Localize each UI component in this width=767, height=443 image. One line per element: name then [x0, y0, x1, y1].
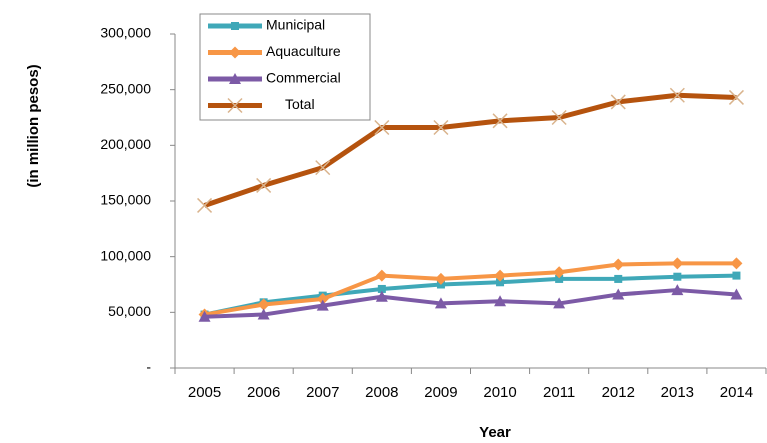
y-tick-label: 150,000 — [100, 192, 151, 208]
marker — [728, 89, 744, 105]
marker — [730, 288, 743, 300]
x-tick-label: 2011 — [543, 384, 575, 401]
marker — [730, 257, 743, 270]
marker — [433, 119, 449, 136]
marker — [229, 46, 241, 59]
series-line — [204, 288, 737, 319]
marker — [551, 109, 567, 126]
marker — [612, 288, 625, 300]
legend-label: Municipal — [266, 17, 325, 33]
marker — [496, 278, 505, 287]
y-tick-label: 200,000 — [100, 136, 151, 152]
x-tick-label: 2009 — [424, 384, 457, 401]
x-tick-label: 2014 — [720, 384, 753, 401]
marker — [494, 295, 507, 307]
marker — [256, 177, 272, 193]
legend-box — [199, 13, 371, 121]
x-tick-label: 2010 — [483, 384, 516, 401]
marker — [231, 22, 239, 30]
x-tick-label: 2007 — [306, 384, 339, 401]
marker — [375, 290, 388, 302]
y-tick-label: 100,000 — [100, 247, 151, 263]
marker — [492, 113, 508, 129]
x-tick-label: 2012 — [602, 384, 635, 401]
marker — [257, 298, 270, 311]
marker — [198, 310, 211, 322]
marker — [671, 257, 684, 270]
series-line — [204, 273, 737, 317]
marker — [375, 269, 388, 282]
legend-label: Aquaculture — [266, 43, 341, 59]
marker — [257, 308, 270, 320]
series-line — [204, 261, 737, 317]
marker — [669, 87, 685, 103]
marker — [316, 292, 329, 305]
marker — [197, 197, 213, 213]
marker — [374, 119, 390, 136]
y-tick-label: 300,000 — [100, 25, 151, 41]
marker — [612, 258, 625, 271]
x-axis-label: Year — [479, 424, 511, 441]
y-tick-label: - — [146, 359, 151, 375]
marker — [732, 271, 741, 280]
marker — [555, 274, 564, 283]
x-tick-label: 2008 — [365, 384, 398, 401]
legend-label: Commercial — [266, 70, 341, 86]
marker — [553, 297, 566, 309]
marker — [315, 160, 331, 176]
marker — [494, 269, 507, 282]
marker — [377, 284, 386, 293]
x-tick-label: 2006 — [247, 384, 280, 401]
marker — [316, 299, 329, 311]
y-tick-label: 250,000 — [100, 80, 151, 96]
marker — [434, 272, 447, 285]
marker — [553, 266, 566, 279]
legend-label: Total — [285, 96, 315, 112]
y-tick-label: 50,000 — [108, 303, 151, 319]
x-tick-label: 2005 — [188, 384, 221, 401]
marker — [610, 94, 626, 110]
marker — [671, 284, 684, 296]
marker — [614, 274, 623, 283]
x-tick-label: 2013 — [661, 384, 694, 401]
marker — [227, 97, 243, 114]
series-line — [203, 92, 737, 208]
y-axis-label: (in million pesos) — [25, 64, 42, 187]
marker — [673, 272, 682, 281]
marker — [229, 73, 241, 84]
marker — [434, 297, 447, 309]
